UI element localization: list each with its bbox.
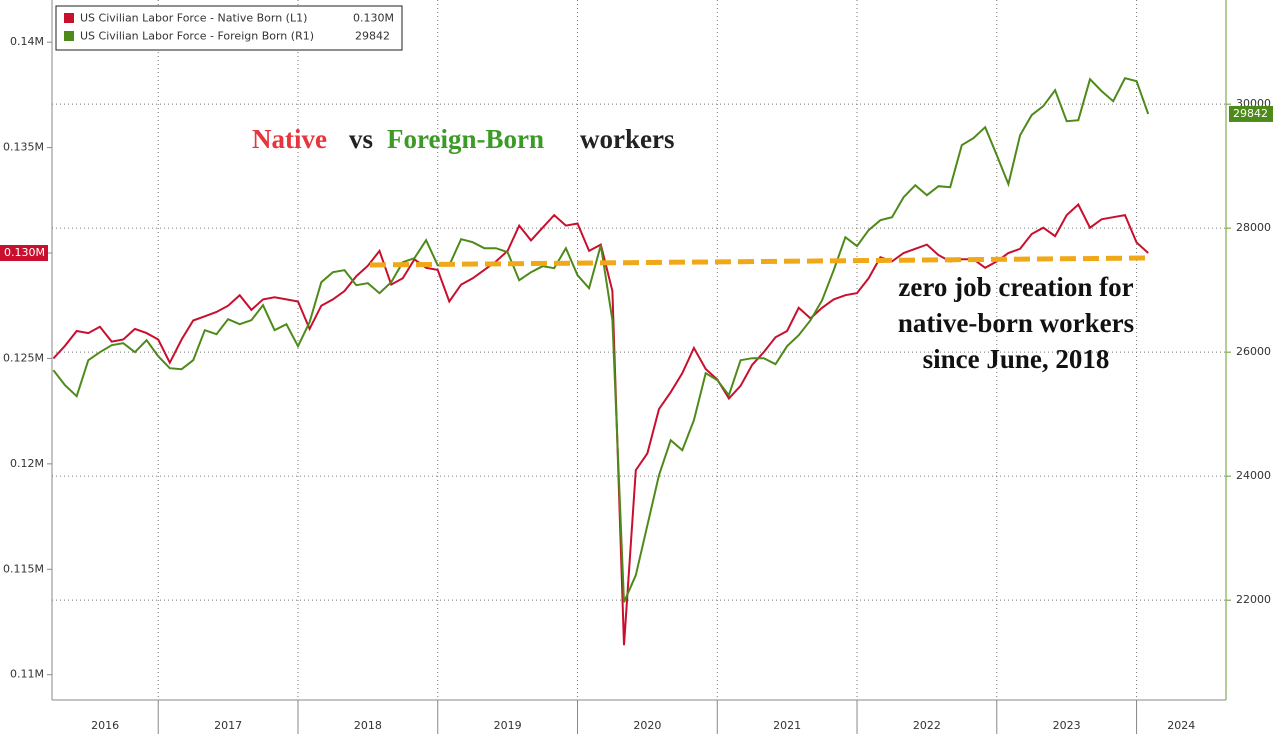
title-workers: workers (580, 124, 674, 154)
note-line: zero job creation for (898, 272, 1133, 302)
legend-label: US Civilian Labor Force - Native Born (L… (80, 12, 307, 25)
series-line (52, 77, 1150, 603)
legend-value: 0.130M (353, 12, 394, 25)
y-tick-label: 0.14M (10, 35, 44, 48)
y2-tick-label: 28000 (1236, 221, 1271, 234)
legend-box (55, 5, 403, 51)
title-foreign: Foreign-Born (387, 124, 544, 154)
y-tick-label: 0.115M (3, 562, 44, 575)
y-tick-label: 0.11M (10, 668, 44, 681)
last-value-label: 0.130M (4, 246, 45, 259)
note-line: native-born workers (898, 308, 1134, 338)
legend-swatch (64, 13, 74, 23)
y2-tick-label: 22000 (1236, 593, 1271, 606)
legend: US Civilian Labor Force - Native Born (L… (55, 5, 403, 51)
last-value-tag (1229, 105, 1273, 122)
x-tick-label: 2017 (214, 719, 242, 732)
title-vs: vs (349, 124, 373, 154)
last-value-tag (0, 245, 48, 262)
legend-label: US Civilian Labor Force - Foreign Born (… (80, 30, 314, 43)
x-tick-label: 2018 (354, 719, 382, 732)
legend-swatch (64, 31, 74, 41)
x-tick-label: 2020 (633, 719, 661, 732)
x-tick-label: 2019 (494, 719, 522, 732)
title-native: Native (252, 124, 327, 154)
y2-tick-label: 24000 (1236, 469, 1271, 482)
last-value-label: 29842 (1233, 107, 1268, 120)
x-tick-label: 2016 (91, 719, 119, 732)
x-tick-label: 2021 (773, 719, 801, 732)
x-tick-label: 2022 (913, 719, 941, 732)
x-tick-label: 2024 (1167, 719, 1195, 732)
y-tick-label: 0.125M (3, 351, 44, 364)
legend-value: 29842 (355, 30, 390, 43)
y-tick-label: 0.12M (10, 457, 44, 470)
y-tick-label: 0.135M (3, 141, 44, 154)
series-line (52, 202, 1149, 646)
x-tick-label: 2023 (1053, 719, 1081, 732)
y2-tick-label: 26000 (1236, 345, 1271, 358)
level-line (369, 255, 1149, 268)
note-line: since June, 2018 (923, 344, 1110, 374)
